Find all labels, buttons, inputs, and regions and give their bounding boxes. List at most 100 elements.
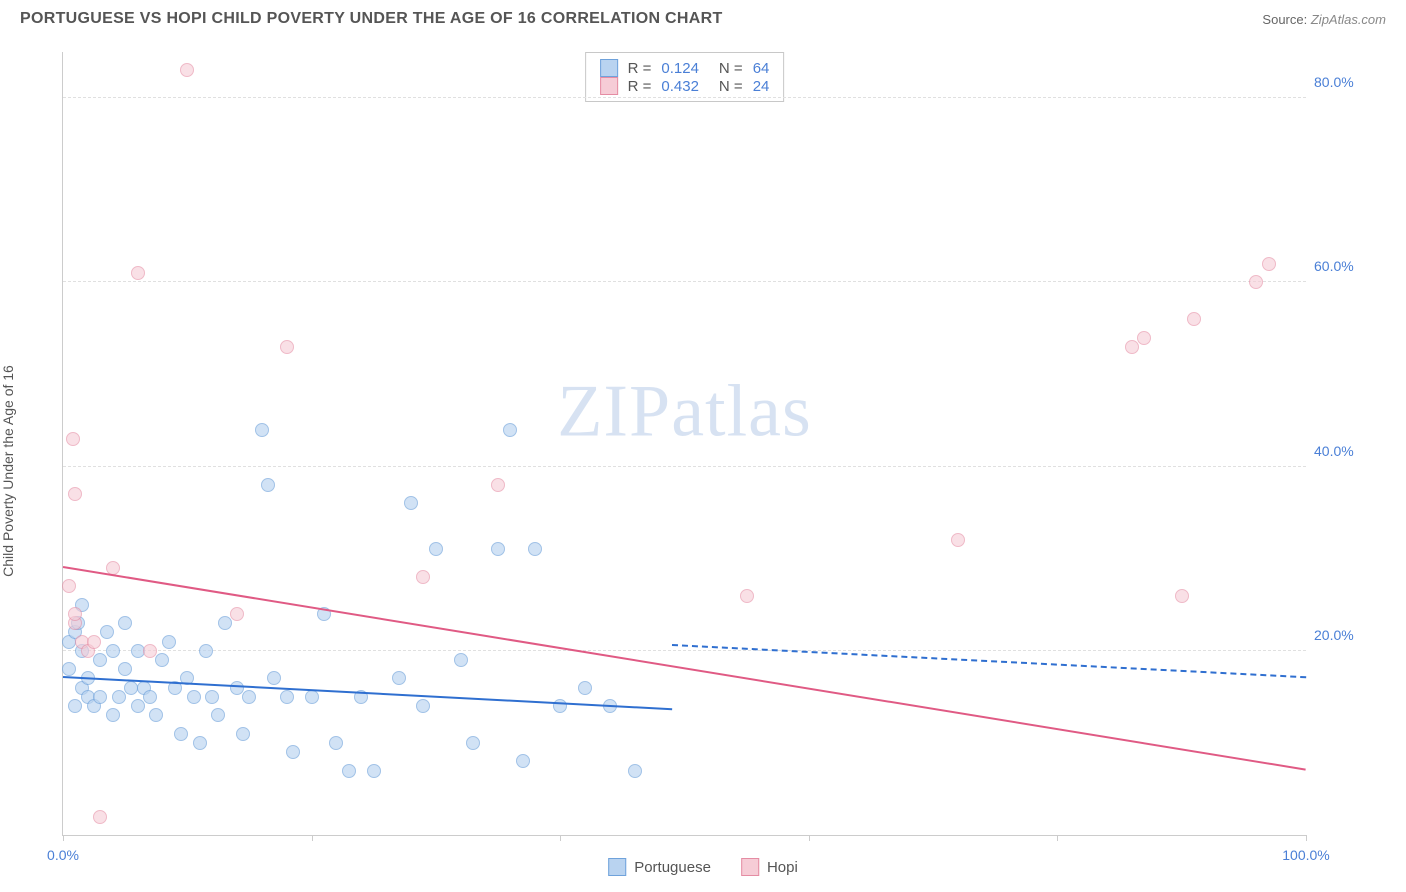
r-legend-box: R =0.124N =64R =0.432N =24	[585, 52, 785, 102]
data-point	[404, 496, 418, 510]
data-point	[267, 671, 281, 685]
data-point	[106, 644, 120, 658]
legend-swatch	[608, 858, 626, 876]
data-point	[1262, 257, 1276, 271]
data-point	[454, 653, 468, 667]
x-tick-mark	[809, 835, 810, 841]
data-point	[230, 607, 244, 621]
x-tick-label: 0.0%	[47, 847, 79, 863]
watermark-text-bold: ZIP	[557, 371, 671, 453]
data-point	[1187, 312, 1201, 326]
chart-container: Child Poverty Under the Age of 16 ZIPatl…	[20, 44, 1386, 882]
data-point	[66, 432, 80, 446]
data-point	[466, 736, 480, 750]
data-point	[280, 690, 294, 704]
data-point	[118, 616, 132, 630]
data-point	[143, 690, 157, 704]
data-point	[162, 635, 176, 649]
legend-n-value: 24	[753, 78, 770, 95]
data-point	[187, 690, 201, 704]
series-legend: Portuguese Hopi	[608, 858, 798, 876]
watermark-text-thin: atlas	[671, 371, 812, 453]
data-point	[218, 616, 232, 630]
y-axis-label: Child Poverty Under the Age of 16	[0, 365, 16, 577]
legend-n-label: N =	[719, 60, 743, 77]
gridline	[63, 466, 1306, 467]
data-point	[429, 542, 443, 556]
data-point	[118, 662, 132, 676]
legend-swatch	[741, 858, 759, 876]
legend-r-label: R =	[628, 78, 652, 95]
x-tick-mark	[560, 835, 561, 841]
y-tick-label: 40.0%	[1314, 443, 1378, 459]
x-tick-mark	[1057, 835, 1058, 841]
x-tick-label: 100.0%	[1282, 847, 1329, 863]
x-tick-mark	[312, 835, 313, 841]
legend-label: Hopi	[767, 859, 798, 876]
gridline	[63, 281, 1306, 282]
data-point	[628, 764, 642, 778]
y-tick-label: 60.0%	[1314, 258, 1378, 274]
data-point	[951, 533, 965, 547]
gridline	[63, 97, 1306, 98]
data-point	[131, 266, 145, 280]
source-label: Source:	[1262, 12, 1307, 27]
data-point	[180, 63, 194, 77]
data-point	[131, 699, 145, 713]
legend-r-label: R =	[628, 60, 652, 77]
data-point	[491, 542, 505, 556]
r-legend-row: R =0.124N =64	[600, 59, 770, 77]
data-point	[62, 579, 76, 593]
data-point	[112, 690, 126, 704]
data-point	[87, 635, 101, 649]
data-point	[416, 570, 430, 584]
data-point	[68, 699, 82, 713]
legend-item: Portuguese	[608, 858, 711, 876]
data-point	[261, 478, 275, 492]
y-tick-label: 20.0%	[1314, 627, 1378, 643]
gridline	[63, 650, 1306, 651]
data-point	[503, 423, 517, 437]
legend-label: Portuguese	[634, 859, 711, 876]
data-point	[68, 607, 82, 621]
data-point	[255, 423, 269, 437]
data-point	[211, 708, 225, 722]
data-point	[416, 699, 430, 713]
data-point	[242, 690, 256, 704]
data-point	[93, 810, 107, 824]
data-point	[93, 690, 107, 704]
legend-swatch	[600, 77, 618, 95]
data-point	[280, 340, 294, 354]
data-point	[62, 662, 76, 676]
watermark: ZIPatlas	[557, 370, 812, 455]
data-point	[93, 653, 107, 667]
legend-n-value: 64	[753, 60, 770, 77]
data-point	[1125, 340, 1139, 354]
data-point	[305, 690, 319, 704]
legend-n-label: N =	[719, 78, 743, 95]
data-point	[155, 653, 169, 667]
data-point	[578, 681, 592, 695]
plot-area: ZIPatlas R =0.124N =64R =0.432N =24 20.0…	[62, 52, 1306, 836]
legend-r-value: 0.432	[661, 78, 699, 95]
data-point	[199, 644, 213, 658]
source-name: ZipAtlas.com	[1311, 12, 1386, 27]
data-point	[100, 625, 114, 639]
data-point	[329, 736, 343, 750]
data-point	[230, 681, 244, 695]
x-tick-mark	[1306, 835, 1307, 841]
data-point	[143, 644, 157, 658]
legend-item: Hopi	[741, 858, 798, 876]
data-point	[149, 708, 163, 722]
data-point	[174, 727, 188, 741]
data-point	[1175, 589, 1189, 603]
data-point	[528, 542, 542, 556]
data-point	[236, 727, 250, 741]
y-tick-label: 80.0%	[1314, 74, 1378, 90]
data-point	[1249, 275, 1263, 289]
data-point	[516, 754, 530, 768]
legend-swatch	[600, 59, 618, 77]
data-point	[491, 478, 505, 492]
r-legend-row: R = 0.432 N = 24	[600, 77, 770, 95]
data-point	[68, 487, 82, 501]
